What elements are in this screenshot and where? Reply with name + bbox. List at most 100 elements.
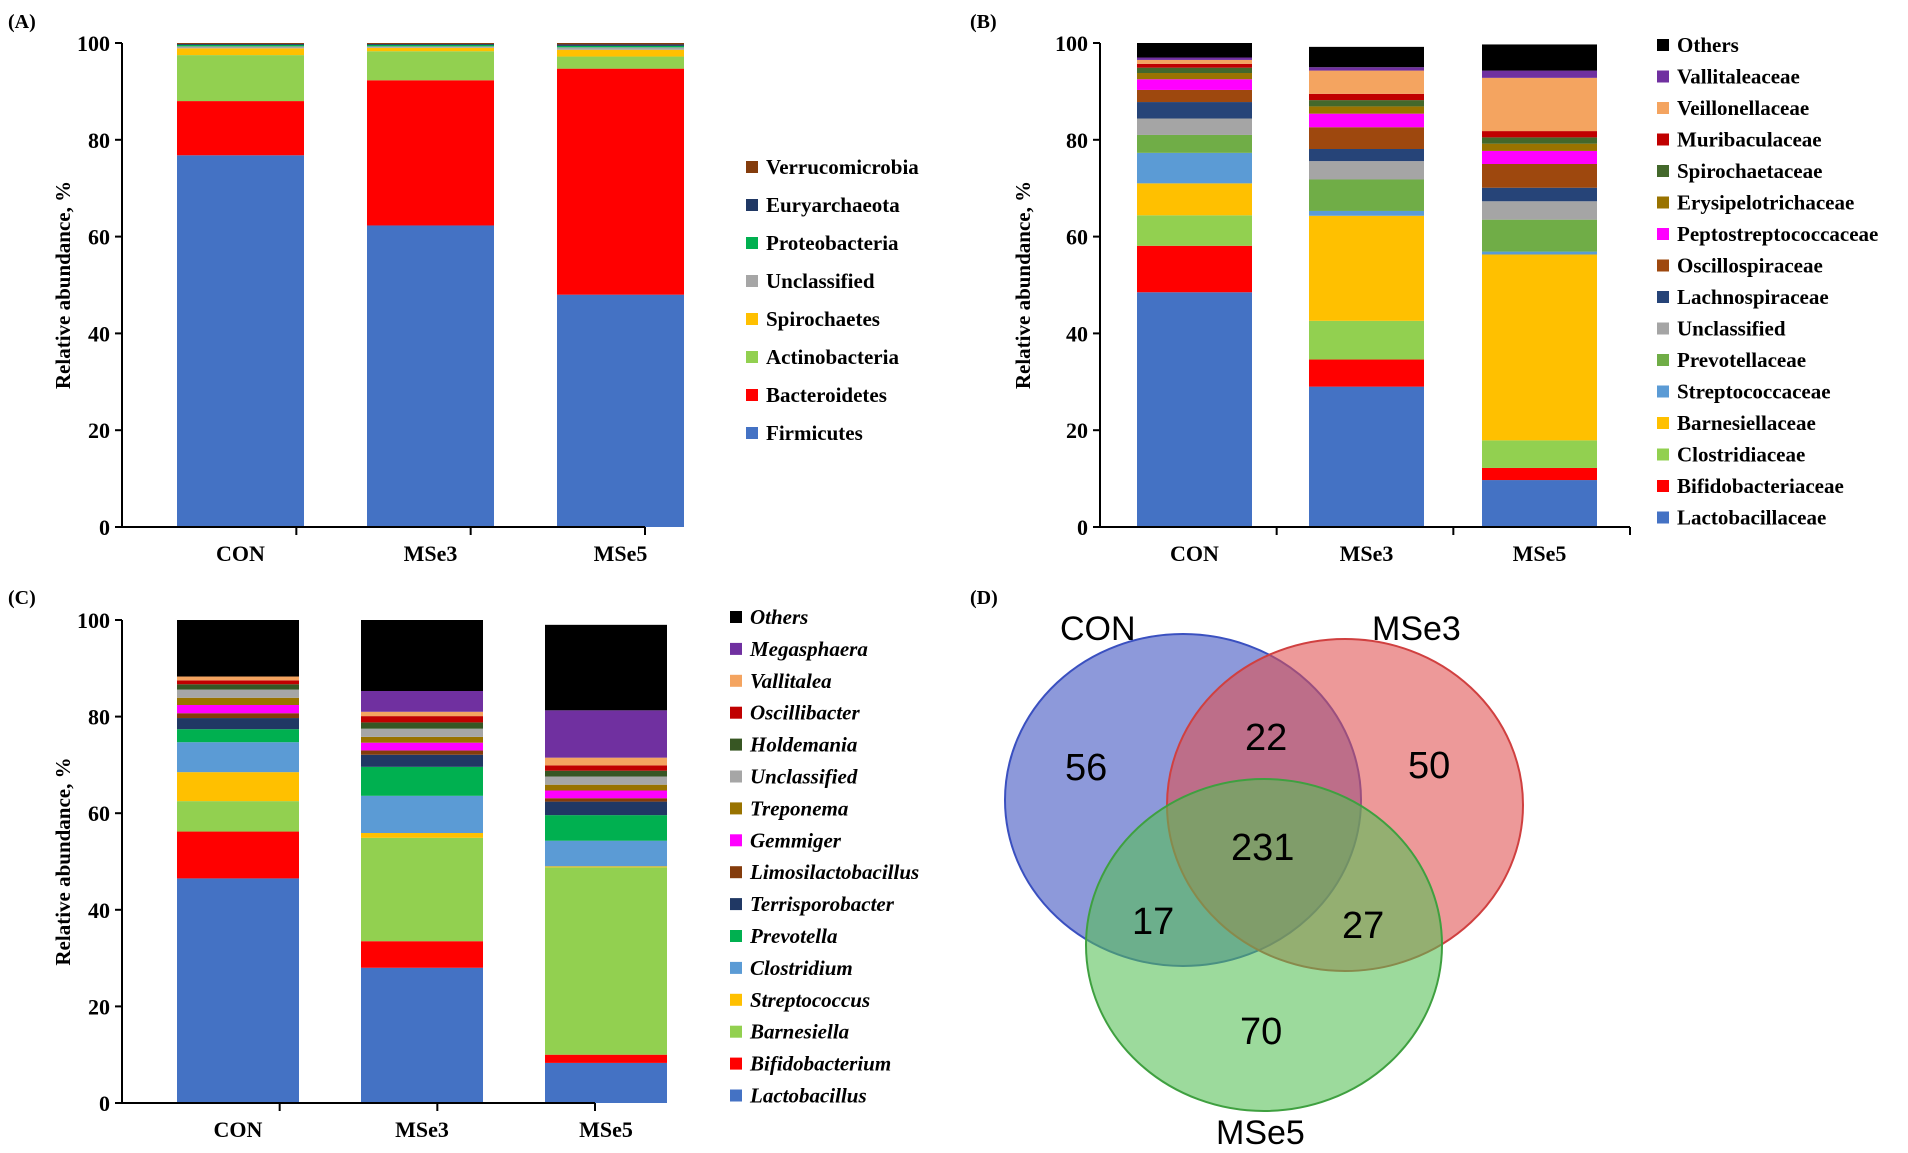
- venn-count-con-mse3: 22: [1245, 717, 1287, 759]
- y-tick-label-c-100: 100: [77, 608, 110, 633]
- bar-c-mse3-bifidobacterium: [361, 941, 483, 968]
- legend-label-b-veillonellaceae: Veillonellaceae: [1677, 96, 1809, 120]
- legend-swatch-a-euryarchaeota: [746, 199, 758, 211]
- bar-c-mse5-others: [545, 624, 667, 711]
- chart-c-genus: CON MSe3 MSe5 0 20 40 60 80 100 Relative abundanc…: [51, 605, 919, 1142]
- legend-swatch-b-muribaculaceae: [1657, 133, 1669, 146]
- y-tick-label-b-60: 60: [1066, 225, 1088, 250]
- bar-b-mse5-spirochaetaceae: [1482, 137, 1597, 144]
- bar-c-mse5-gemmiger: [545, 790, 667, 799]
- bar-b-mse3-bifidobacteriaceae: [1309, 359, 1424, 387]
- bar-b-con-others: [1137, 43, 1252, 58]
- bar-b-mse3-barnesiellaceae: [1309, 215, 1424, 321]
- legend-swatch-b-barnesiellaceae: [1657, 417, 1669, 429]
- y-tick-label-a-40: 40: [88, 321, 110, 346]
- panel-b-label: (B): [970, 11, 997, 33]
- legend-label-c-holdemania: Holdemania: [749, 733, 857, 757]
- bar-a-mse3-euryarchaeota: [367, 43, 494, 45]
- legend-swatch-c-oscillibacter: [730, 706, 742, 719]
- legend-swatch-b-peptostreptococcaceae: [1657, 228, 1669, 240]
- legend-label-a-unclassified: Unclassified: [766, 269, 875, 293]
- x-tick-label-c-mse3: MSe3: [395, 1117, 449, 1142]
- legend-label-a-actinobacteria: Actinobacteria: [766, 345, 899, 369]
- chart-b-family: CON MSe3 MSe5 0 20 40 60 80 100 Relative abundanc…: [1011, 31, 1878, 566]
- legend-swatch-b-clostridiaceae: [1657, 448, 1669, 461]
- legend-label-b-barnesiellaceae: Barnesiellaceae: [1677, 411, 1816, 435]
- bar-c-mse5-treponema: [545, 784, 667, 791]
- bar-c-mse3-limosilactobacillus: [361, 750, 483, 755]
- legend-swatch-a-firmicutes: [746, 427, 758, 439]
- legend-swatch-a-unclassified: [746, 275, 758, 287]
- legend-swatch-c-treponema: [730, 802, 742, 815]
- legend-label-c-terrisporobacter: Terrisporobacter: [750, 892, 895, 916]
- bar-b-mse3-clostridiaceae: [1309, 320, 1424, 360]
- venn-label-con: CON: [1060, 610, 1136, 648]
- bar-c-mse3-megasphaera: [361, 691, 483, 712]
- bar-b-mse5-unclassified: [1482, 201, 1597, 220]
- bar-c-mse3-terrisporobacter: [361, 754, 483, 767]
- legend-label-c-barnesiella: Barnesiella: [749, 1020, 849, 1044]
- bar-c-mse3-prevotella: [361, 766, 483, 796]
- legend-swatch-b-spirochaetaceae: [1657, 165, 1669, 177]
- y-tick-label-b-20: 20: [1066, 418, 1088, 443]
- legend-label-b-bifidobacteriaceae: Bifidobacteriaceae: [1677, 474, 1844, 498]
- bar-b-mse3-spirochaetaceae: [1309, 100, 1424, 107]
- legend-swatch-c-clostridium: [730, 961, 742, 974]
- bar-b-con-clostridiaceae: [1137, 215, 1252, 246]
- bar-b-con-muribaculaceae: [1137, 63, 1252, 68]
- y-tick-label-c-60: 60: [88, 801, 110, 826]
- legend-label-c-vallitalea: Vallitalea: [750, 669, 832, 693]
- panel-d-label: (D): [970, 587, 998, 609]
- bar-a-con-spirochaetes: [177, 48, 304, 56]
- bar-b-mse5-muribaculaceae: [1482, 131, 1597, 138]
- y-tick-label-c-40: 40: [88, 898, 110, 923]
- bar-c-con-terrisporobacter: [177, 718, 299, 730]
- legend-swatch-b-streptococcaceae: [1657, 385, 1669, 398]
- legend-swatch-c-megasphaera: [730, 642, 742, 655]
- legend-swatch-c-barnesiella: [730, 1025, 742, 1038]
- bar-b-mse3-peptostreptococcaceae: [1309, 113, 1424, 128]
- panel-a-label: (A): [8, 11, 36, 33]
- legend-swatch-b-veillonellaceae: [1657, 102, 1669, 114]
- bar-c-mse5-vallitalea: [545, 757, 667, 766]
- bar-b-mse5-oscillospiraceae: [1482, 164, 1597, 188]
- x-tick-label-c-mse5: MSe5: [579, 1117, 633, 1142]
- bar-a-mse5-bacteroidetes: [557, 68, 684, 295]
- legend-label-a-firmicutes: Firmicutes: [766, 421, 863, 445]
- bar-b-mse5-lachnospiraceae: [1482, 187, 1597, 202]
- x-tick-label-c-con: CON: [214, 1117, 263, 1142]
- bar-a-mse5-firmicutes: [557, 294, 684, 527]
- x-tick-label-b-mse5: MSe5: [1513, 541, 1567, 566]
- bar-b-mse3-muribaculaceae: [1309, 93, 1424, 101]
- legend-swatch-b-lachnospiraceae: [1657, 291, 1669, 303]
- bar-c-con-others: [177, 620, 299, 677]
- legend-swatch-c-others: [730, 611, 742, 623]
- bar-a-mse3-verrucomicrobia: [367, 43, 494, 44]
- legend-label-b-muribaculaceae: Muribaculaceae: [1677, 128, 1822, 152]
- legend-swatch-c-streptococcus: [730, 993, 742, 1006]
- legend-swatch-b-prevotellaceae: [1657, 354, 1669, 366]
- bar-a-con-unclassified: [177, 46, 304, 49]
- y-tick-label-b-40: 40: [1066, 321, 1088, 346]
- venn-label-mse5: MSe5: [1216, 1114, 1305, 1152]
- bar-b-mse5-bifidobacteriaceae: [1482, 467, 1597, 481]
- bar-b-con-vallitaleaceae: [1137, 57, 1252, 60]
- bar-c-mse5-limosilactobacillus: [545, 798, 667, 802]
- legend-swatch-a-bacteroidetes: [746, 389, 758, 401]
- bar-c-mse5-prevotella: [545, 815, 667, 841]
- bar-b-mse3-vallitaleaceae: [1309, 67, 1424, 71]
- legend-swatch-b-erysipelotrichaceae: [1657, 196, 1669, 209]
- bar-a-mse5-spirochaetes: [557, 49, 684, 57]
- bar-a-mse3-firmicutes: [367, 225, 494, 527]
- bar-b-mse5-peptostreptococcaceae: [1482, 150, 1597, 164]
- legend-swatch-a-verrucomicrobia: [746, 161, 758, 173]
- bar-a-mse5-verrucomicrobia: [557, 43, 684, 45]
- bar-b-con-spirochaetaceae: [1137, 67, 1252, 74]
- bar-b-mse5-vallitaleaceae: [1482, 70, 1597, 78]
- x-tick-label-a-con: CON: [216, 541, 265, 566]
- x-tick-label-a-mse3: MSe3: [404, 541, 458, 566]
- venn-label-mse3: MSe3: [1372, 610, 1461, 648]
- bar-b-con-lactobacillaceae: [1137, 292, 1252, 527]
- bar-b-con-barnesiellaceae: [1137, 183, 1252, 216]
- bar-b-mse5-others: [1482, 44, 1597, 71]
